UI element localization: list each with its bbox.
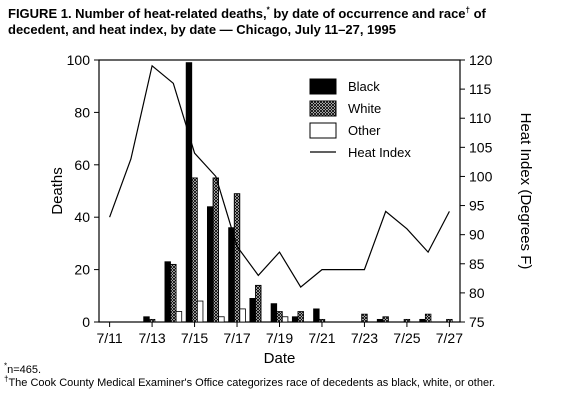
y2-tick-label: 120	[469, 52, 493, 68]
legend-swatch-white	[309, 100, 337, 117]
bar-white	[361, 313, 368, 323]
x-tick-label: 7/15	[181, 330, 208, 346]
legend-label-black: Black	[348, 79, 380, 94]
y-tick-label: 0	[82, 314, 90, 330]
bar-black	[185, 62, 193, 323]
footnote-2-text: The Cook County Medical Examiner's Offic…	[8, 377, 496, 389]
bar-white	[276, 311, 283, 323]
footnote-1-text: n=465.	[7, 364, 42, 376]
figure-title: FIGURE 1. Number of heat-related deaths,…	[8, 6, 574, 38]
title-line-2: decedent, and heat index, by date — Chic…	[8, 22, 396, 37]
x-axis-label: Date	[264, 350, 296, 367]
plot-frame	[98, 59, 461, 323]
x-tick-label: 7/27	[436, 330, 463, 346]
bar-other	[239, 308, 246, 323]
bar-white	[212, 177, 219, 323]
y2-axis-label: Heat Index (Degrees F)	[517, 113, 534, 270]
title-footnote-mark-2: †	[465, 5, 470, 15]
heat-index-line-path	[109, 64, 450, 289]
bar-white	[403, 318, 411, 323]
y2-tick-label: 85	[469, 256, 485, 272]
legend-label-heat-index: Heat Index	[348, 145, 411, 160]
legend: Black White Other Heat Index	[309, 78, 411, 160]
bar-other	[218, 316, 225, 323]
bar-other	[281, 316, 289, 323]
y2-tick-label: 80	[469, 285, 485, 301]
x-tick-label: 7/25	[393, 330, 420, 346]
title-part-b: by date of occurrence and race	[269, 6, 466, 21]
y2-tick-label: 95	[469, 198, 485, 214]
legend-swatch-other	[309, 122, 337, 139]
bar-black	[419, 318, 426, 323]
y-tick-label: 100	[67, 52, 91, 68]
axes: 0 20 40 60 80 100 75 80 85 90 95 100 105 110 115 120 7/1…	[49, 52, 534, 367]
y-tick-label: 40	[74, 209, 90, 225]
y2-tick-label: 105	[469, 139, 493, 155]
y-axis-label: Deaths	[49, 167, 66, 215]
bar-black	[206, 206, 214, 323]
title-part-c: of	[469, 6, 486, 21]
bar-black	[376, 318, 384, 323]
bar-other	[196, 300, 204, 323]
y2-tick-label: 100	[469, 168, 493, 184]
legend-label-other: Other	[348, 123, 381, 138]
bar-white	[446, 318, 453, 323]
bar-other	[175, 311, 183, 323]
y2-tick-label: 90	[469, 227, 485, 243]
bar-white	[148, 318, 156, 323]
bar-black	[270, 303, 278, 323]
legend-swatch-black	[309, 78, 337, 95]
y-tick-label: 60	[74, 157, 90, 173]
footnote-2-mark: †	[4, 374, 9, 384]
x-tick-label: 7/21	[308, 330, 335, 346]
bar-black	[164, 261, 171, 323]
x-tick-label: 7/11	[97, 330, 123, 346]
legend-label-white: White	[348, 101, 381, 116]
x-tick-label: 7/17	[223, 330, 250, 346]
y2-tick-label: 75	[469, 314, 485, 330]
bar-black	[249, 298, 256, 323]
bar-black	[143, 316, 150, 323]
bar-white	[382, 316, 389, 323]
x-tick-label: 7/23	[351, 330, 378, 346]
y-tick-label: 20	[74, 262, 90, 278]
bar-black	[228, 227, 235, 323]
bar-white	[424, 313, 432, 323]
title-part-a: FIGURE 1. Number of heat-related deaths,	[8, 6, 267, 21]
heat-index-line	[109, 64, 450, 289]
bar-white	[255, 284, 262, 323]
x-tick-label: 7/13	[138, 330, 165, 346]
bar-white	[170, 263, 177, 323]
bar-white	[233, 193, 241, 323]
y2-tick-label: 110	[469, 110, 492, 126]
footnote-2: †The Cook County Medical Examiner's Offi…	[4, 374, 579, 389]
footnote-1-mark: *	[4, 361, 8, 371]
y-tick-label: 80	[74, 104, 90, 120]
bar-black	[291, 316, 299, 323]
bar-white	[191, 177, 198, 323]
bar-black	[313, 308, 320, 323]
bar-white	[318, 318, 326, 323]
x-tick-label: 7/19	[266, 330, 293, 346]
y2-tick-label: 115	[469, 81, 492, 97]
bars	[143, 62, 453, 323]
bar-white	[297, 311, 304, 323]
footnote-1: *n=465.	[4, 361, 42, 376]
title-footnote-mark-1: *	[266, 5, 270, 15]
